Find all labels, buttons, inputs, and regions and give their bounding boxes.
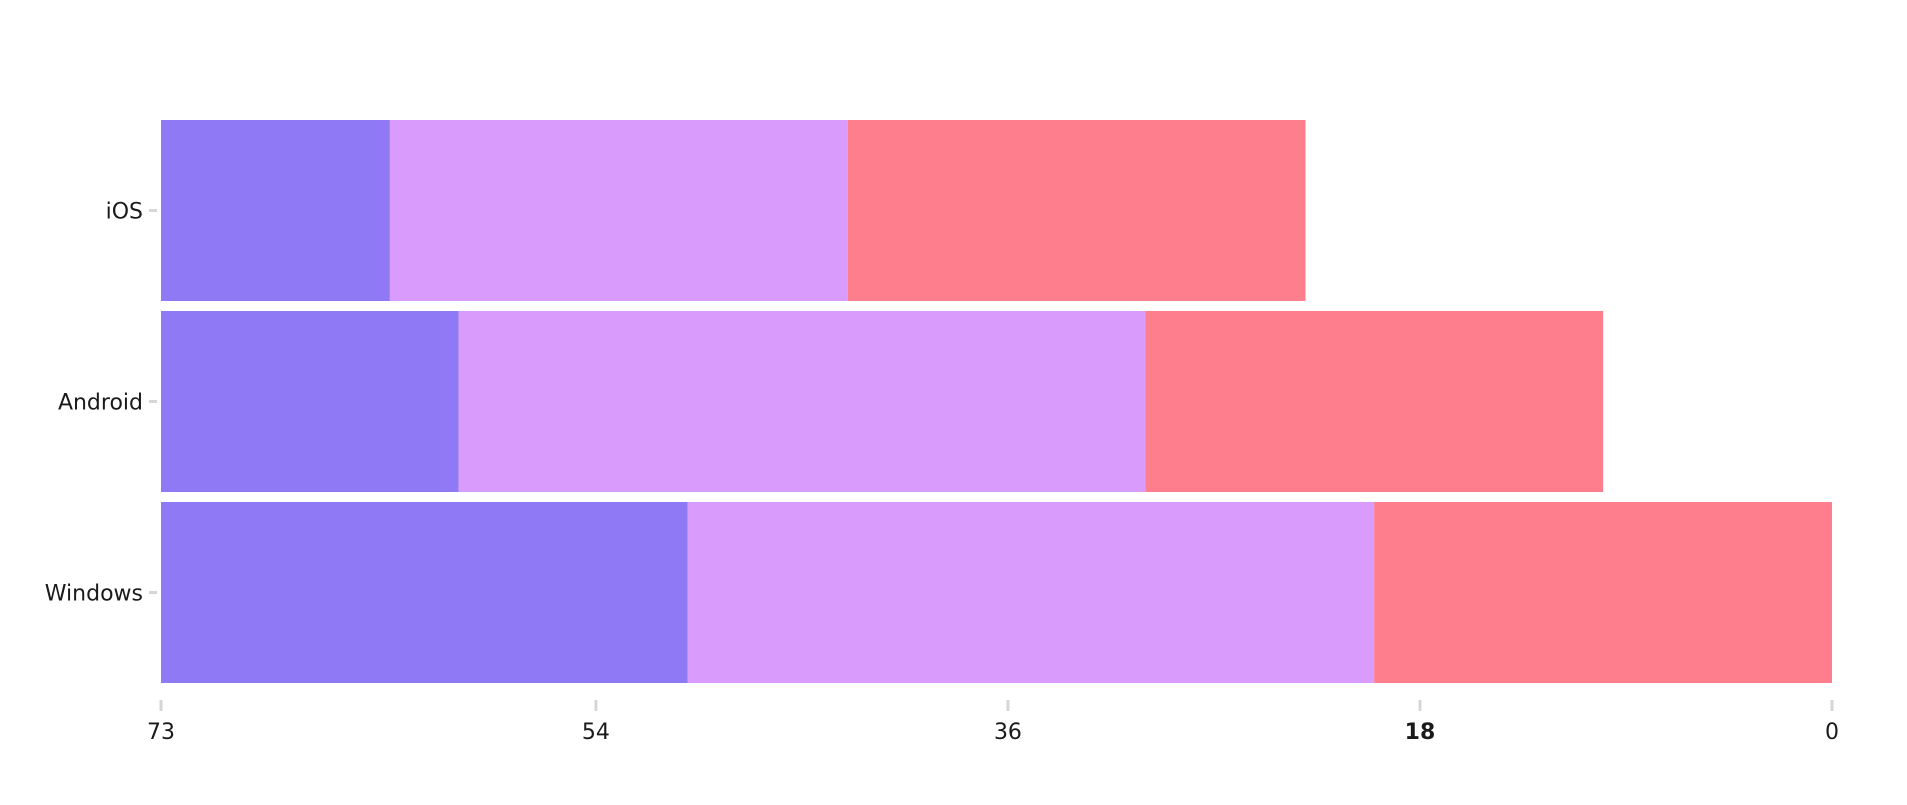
bar-android-segment-1 bbox=[161, 311, 459, 492]
bar-android-segment-2 bbox=[458, 311, 1146, 492]
value-tick-label: 73 bbox=[147, 720, 175, 745]
bar-windows-segment-3 bbox=[1374, 502, 1832, 683]
bar-windows-segment-1 bbox=[161, 502, 688, 683]
value-tick-label: 18 bbox=[1405, 720, 1436, 745]
bar-windows-segment-2 bbox=[687, 502, 1375, 683]
category-label: Windows bbox=[45, 582, 143, 607]
bar-ios-segment-1 bbox=[161, 120, 390, 301]
category-axis: iOS Android Windows bbox=[45, 200, 157, 607]
category-label: iOS bbox=[106, 200, 143, 225]
bar-group bbox=[161, 120, 1832, 683]
bar-ios-segment-3 bbox=[847, 120, 1306, 301]
value-tick-label: 54 bbox=[582, 720, 610, 745]
value-axis: 73 54 36 18 0 bbox=[147, 700, 1839, 745]
value-tick-label: 36 bbox=[994, 720, 1022, 745]
category-label: Android bbox=[58, 391, 143, 416]
bar-android-segment-3 bbox=[1145, 311, 1604, 492]
value-tick-label: 0 bbox=[1825, 720, 1839, 745]
bar-ios-segment-2 bbox=[389, 120, 848, 301]
